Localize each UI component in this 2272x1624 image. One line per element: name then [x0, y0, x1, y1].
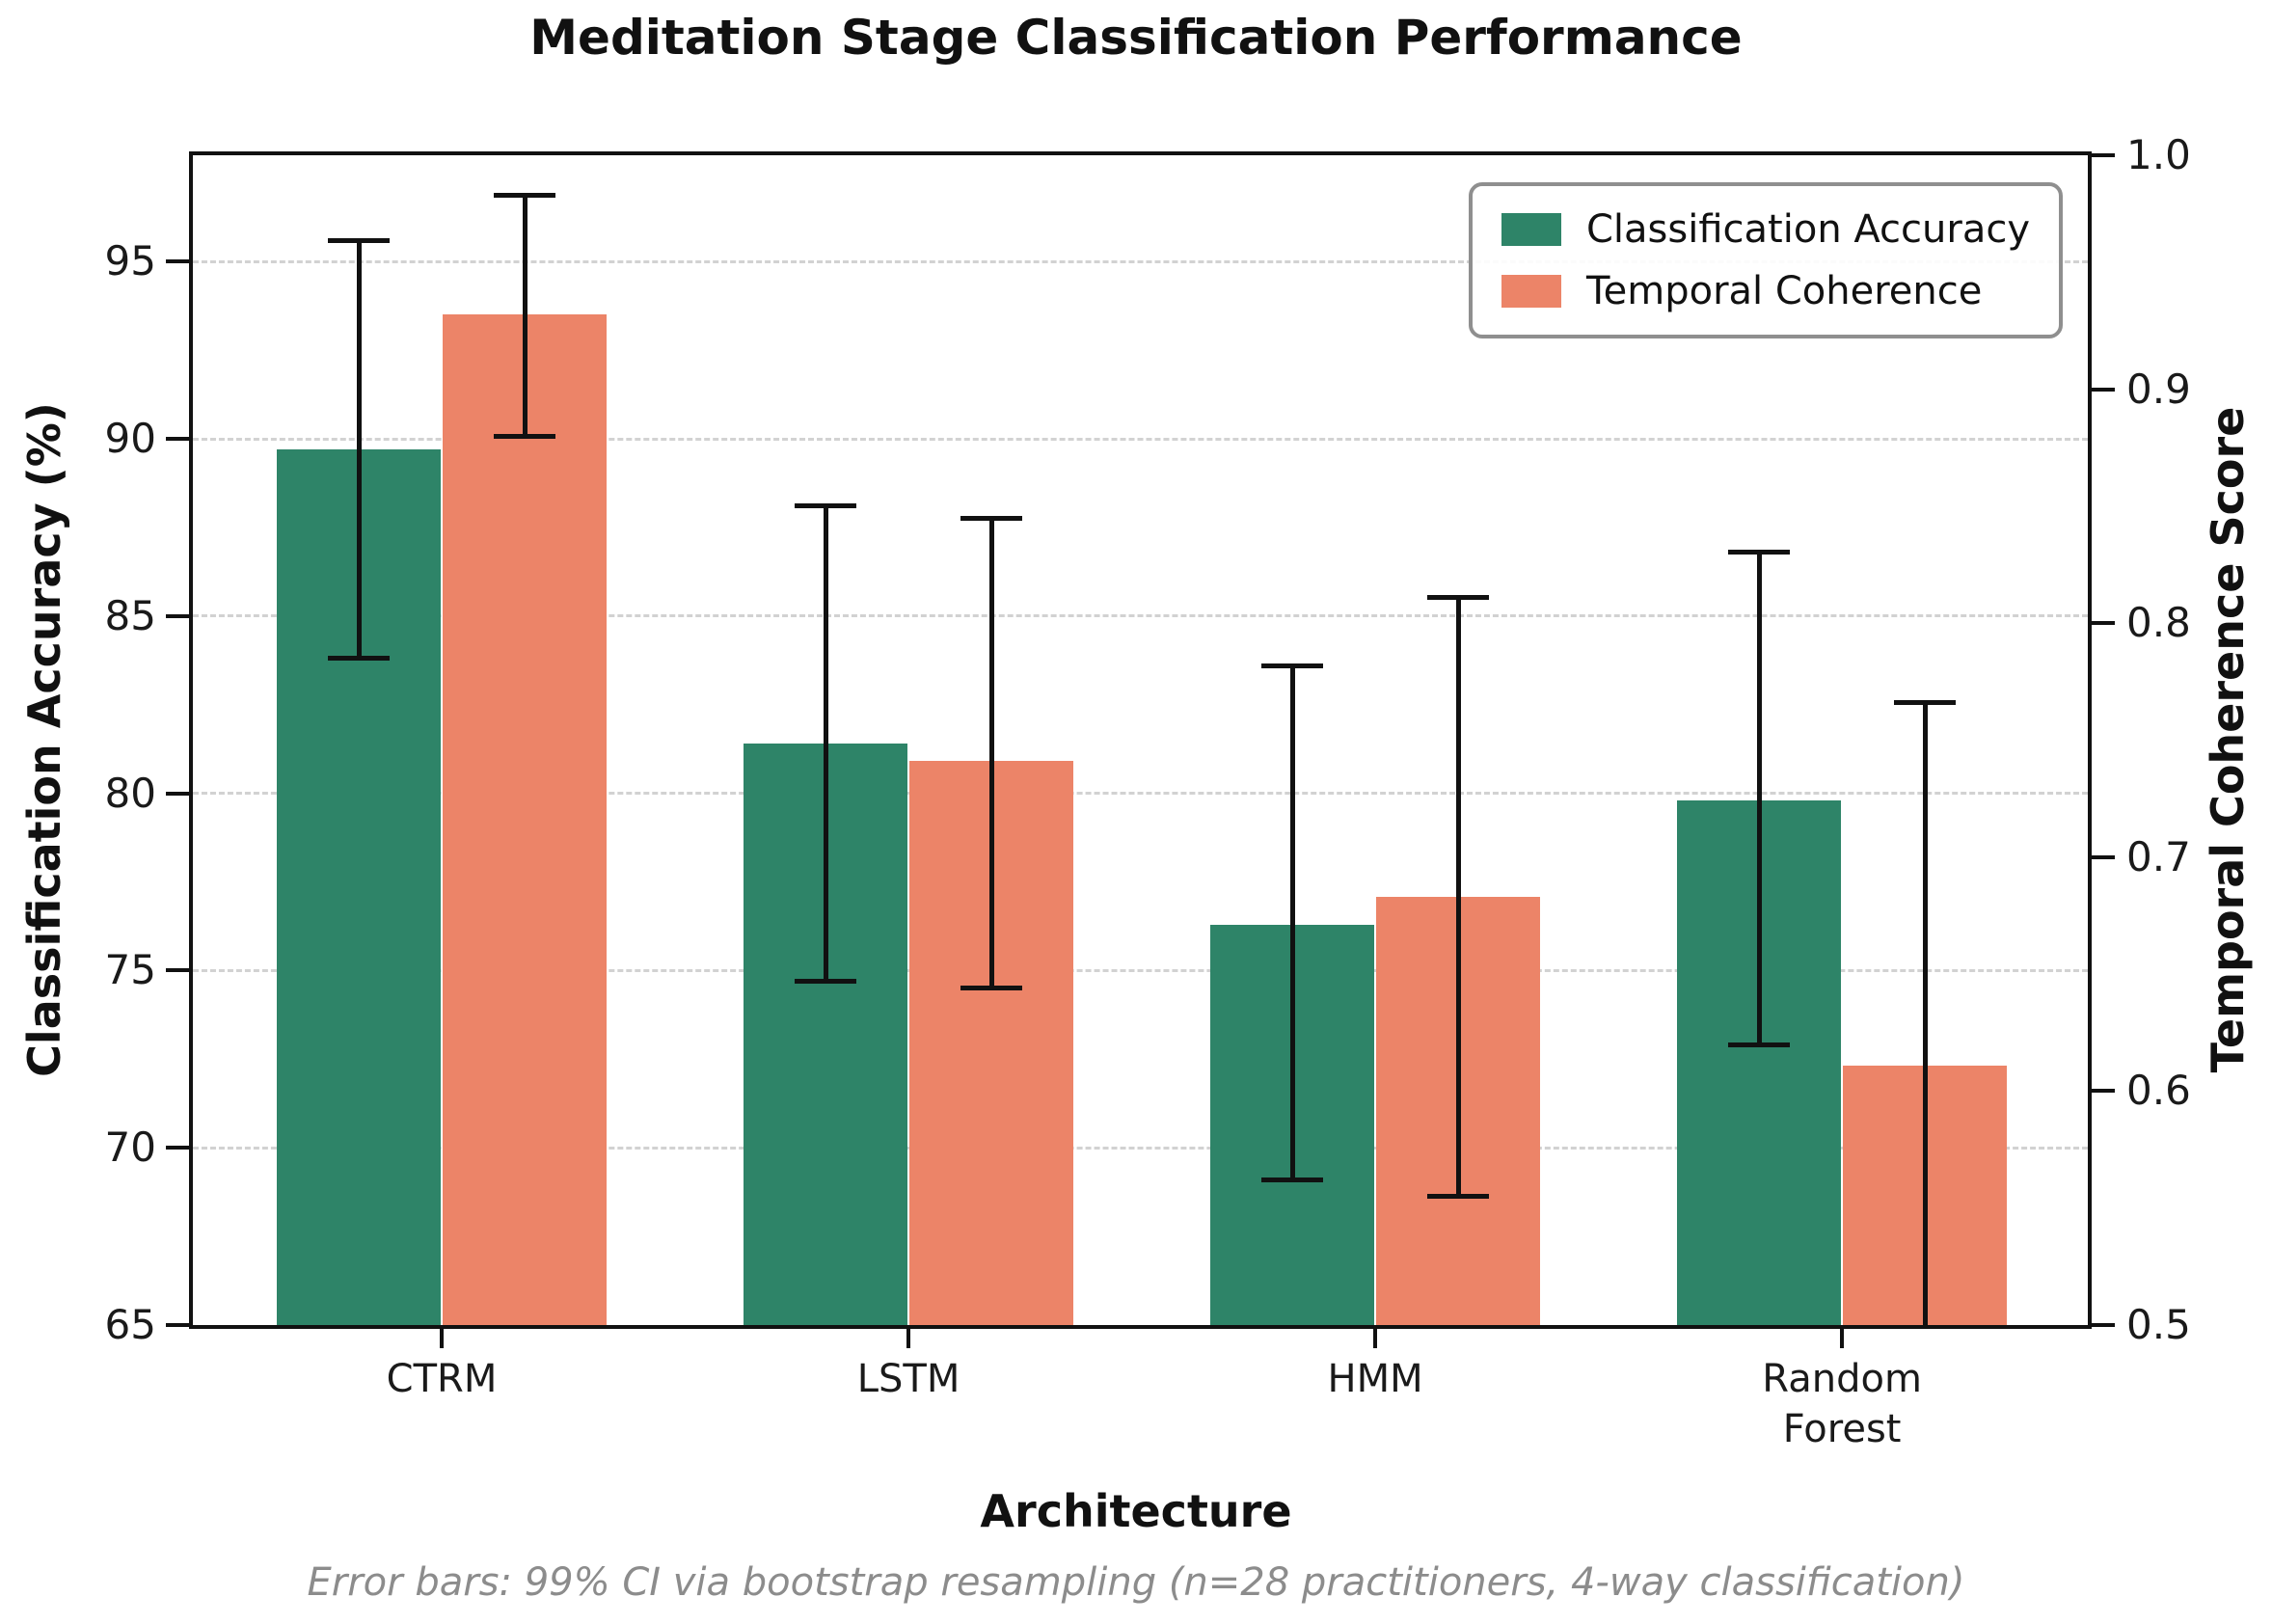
- left-tick-label: 75: [104, 946, 156, 994]
- legend-swatch-classification-accuracy: [1501, 213, 1561, 246]
- chart-title: Meditation Stage Classification Performa…: [529, 10, 1743, 66]
- left-tick-label: 70: [104, 1123, 156, 1172]
- error-bar-cap-top: [1728, 550, 1791, 555]
- error-bar: [823, 505, 828, 982]
- right-tick: [2092, 1089, 2115, 1094]
- left-tick-label: 80: [104, 769, 156, 817]
- legend-label: Classification Accuracy: [1586, 207, 2030, 252]
- right-tick: [2092, 854, 2115, 859]
- right-tick: [2092, 621, 2115, 626]
- error-bar-cap-top: [1427, 595, 1490, 600]
- error-bar-cap-top: [1894, 700, 1957, 706]
- right-tick-label: 1.0: [2126, 131, 2191, 178]
- error-bar-cap-bottom: [1728, 1042, 1791, 1048]
- error-bar-cap-top: [795, 503, 857, 509]
- error-bar-cap-top: [328, 237, 390, 243]
- error-bar-cap-top: [1261, 663, 1324, 668]
- footnote-caption: Error bars: 99% CI via bootstrap resampl…: [307, 1560, 1965, 1605]
- error-bar: [1455, 597, 1461, 1197]
- x-tick: [906, 1329, 911, 1348]
- left-tick: [166, 259, 189, 264]
- top-spine: [189, 151, 2092, 155]
- gridline: [193, 1146, 2088, 1150]
- error-bar: [988, 518, 994, 988]
- legend-swatch-temporal-coherence: [1501, 275, 1561, 308]
- right-tick-label: 0.7: [2126, 832, 2191, 880]
- error-bar-cap-bottom: [1261, 1177, 1324, 1182]
- legend-item: Classification Accuracy: [1501, 207, 2030, 252]
- legend-item: Temporal Coherence: [1501, 269, 2030, 313]
- x-tick-label: CTRM: [386, 1357, 498, 1401]
- bar-temporal-coherence: [443, 313, 607, 1325]
- error-bar-cap-top: [494, 192, 555, 198]
- right-tick-label: 0.8: [2126, 599, 2191, 647]
- bottom-spine: [189, 1325, 2092, 1329]
- left-tick-label: 65: [104, 1301, 156, 1348]
- right-axis-title: Temporal Coherence Score: [2202, 406, 2254, 1073]
- left-tick: [166, 613, 189, 618]
- right-tick: [2092, 387, 2115, 392]
- right-tick: [2092, 153, 2115, 157]
- x-tick: [1373, 1329, 1378, 1348]
- right-tick-label: 0.9: [2126, 365, 2191, 413]
- legend-label: Temporal Coherence: [1586, 269, 1983, 313]
- x-axis-title: Architecture: [980, 1485, 1292, 1537]
- gridline: [193, 259, 2088, 263]
- error-bar-cap-bottom: [795, 978, 857, 984]
- left-axis-title: Classification Accuracy (%): [18, 402, 70, 1077]
- error-bar: [1756, 552, 1762, 1045]
- right-tick-label: 0.6: [2126, 1067, 2191, 1115]
- left-tick: [166, 791, 189, 796]
- right-spine: [2088, 151, 2092, 1329]
- error-bar: [522, 195, 527, 437]
- legend: Classification Accuracy Temporal Coherenc…: [1469, 182, 2063, 338]
- gridline: [193, 614, 2088, 618]
- left-spine: [189, 151, 193, 1329]
- right-tick-label: 0.5: [2126, 1301, 2191, 1348]
- error-bar-cap-bottom: [960, 986, 1023, 991]
- error-bar: [1922, 702, 1928, 1325]
- left-tick: [166, 1146, 189, 1150]
- left-tick: [166, 437, 189, 442]
- plot-area: 65 70 75 80 85 90 95 0.5 0.6 0.7 0.8 0.9 1.0 CTRM LSTM…: [105, 131, 2191, 1451]
- left-tick-label: 95: [104, 237, 156, 285]
- x-tick: [440, 1329, 444, 1348]
- x-tick: [1840, 1329, 1845, 1348]
- error-bar-cap-bottom: [1427, 1194, 1490, 1200]
- gridline: [193, 792, 2088, 796]
- gridline: [193, 968, 2088, 972]
- error-bar-cap-bottom: [328, 656, 390, 662]
- left-tick-label: 85: [104, 591, 156, 639]
- error-bar-cap-bottom: [494, 433, 555, 439]
- left-tick: [166, 968, 189, 973]
- left-tick-label: 90: [104, 415, 156, 463]
- x-tick-label: HMM: [1327, 1357, 1423, 1401]
- error-bar: [1289, 665, 1295, 1180]
- gridline: [193, 437, 2088, 441]
- right-tick: [2092, 1323, 2115, 1327]
- left-tick: [166, 1323, 189, 1327]
- error-bar: [356, 240, 362, 659]
- x-tick-label: LSTM: [856, 1357, 960, 1401]
- error-bar-cap-top: [960, 515, 1023, 521]
- x-tick-label: Random Forest: [1762, 1357, 1922, 1451]
